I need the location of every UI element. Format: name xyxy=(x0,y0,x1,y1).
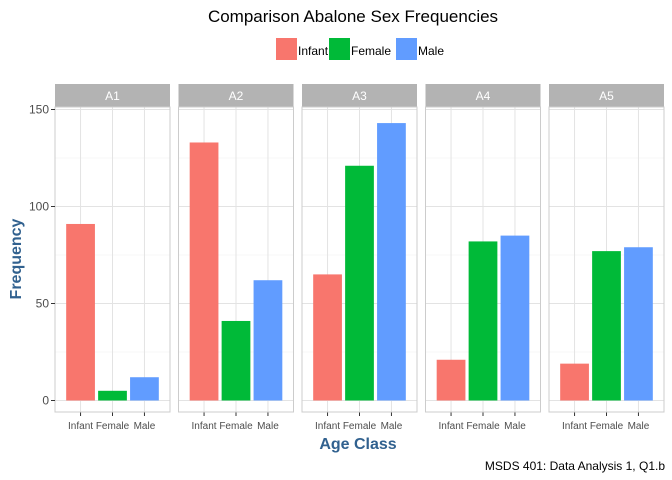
x-tick-label: Female xyxy=(466,421,500,432)
facet-strip-label: A5 xyxy=(599,89,614,103)
x-tick-label: Female xyxy=(219,421,253,432)
x-tick-label: Male xyxy=(134,421,156,432)
facet-strip-label: A2 xyxy=(229,89,244,103)
bar-a4-infant xyxy=(437,360,466,401)
bar-a4-female xyxy=(469,241,498,400)
bar-a5-female xyxy=(592,251,621,400)
bar-a5-infant xyxy=(560,364,589,401)
bar-a3-infant xyxy=(313,274,342,400)
facet-strip-label: A3 xyxy=(352,89,367,103)
y-tick-label: 150 xyxy=(29,103,49,117)
legend-item-male: Male xyxy=(396,38,444,60)
bar-a1-male xyxy=(130,377,159,400)
x-tick-label: Female xyxy=(590,421,624,432)
y-tick-label: 50 xyxy=(36,297,50,311)
legend-label: Male xyxy=(418,44,444,58)
facet-panel-a4: A4 Infant Female Male xyxy=(426,84,541,432)
bar-a1-female xyxy=(98,391,127,401)
x-tick-label: Infant xyxy=(439,421,464,432)
legend-swatch xyxy=(276,38,297,60)
bar-a2-female xyxy=(222,321,251,401)
y-tick-label: 0 xyxy=(42,394,49,408)
x-tick-label: Male xyxy=(504,421,526,432)
legend-label: Female xyxy=(351,44,391,58)
x-tick-label: Infant xyxy=(192,421,217,432)
x-tick-label: Male xyxy=(257,421,279,432)
facet-panel-a5: A5 Infant Female Male xyxy=(549,84,664,432)
legend-swatch xyxy=(396,38,417,60)
x-tick-label: Male xyxy=(628,421,650,432)
facet-strip-label: A1 xyxy=(105,89,120,103)
bar-a3-male xyxy=(377,123,406,400)
bar-a1-infant xyxy=(66,224,95,401)
bar-a2-infant xyxy=(190,142,219,400)
y-axis-title: Frequency xyxy=(8,218,25,299)
x-axis-title: Age Class xyxy=(319,436,396,453)
facet-panel-a3: A3 Infant Female Male xyxy=(302,84,417,432)
legend-item-female: Female xyxy=(329,38,391,60)
x-tick-label: Male xyxy=(381,421,403,432)
x-tick-label: Infant xyxy=(315,421,340,432)
y-tick-label: 100 xyxy=(29,200,49,214)
bar-a3-female xyxy=(345,166,374,401)
legend: Infant Female Male xyxy=(276,38,444,60)
chart-caption: MSDS 401: Data Analysis 1, Q1.b xyxy=(485,459,665,473)
x-tick-label: Infant xyxy=(68,421,93,432)
bar-a5-male xyxy=(624,247,653,400)
legend-item-infant: Infant xyxy=(276,38,329,60)
legend-swatch xyxy=(329,38,350,60)
facet-panel-a2: A2 Infant Female Male xyxy=(179,84,294,432)
legend-label: Infant xyxy=(298,44,329,58)
x-tick-label: Infant xyxy=(562,421,587,432)
y-axis: 0 50 100 150 xyxy=(29,103,55,408)
bar-a4-male xyxy=(501,236,530,401)
x-tick-label: Female xyxy=(96,421,130,432)
chart-title: Comparison Abalone Sex Frequencies xyxy=(208,7,498,26)
facet-panel-a1: A1 Infant Female Male xyxy=(55,84,170,432)
bar-a2-male xyxy=(254,280,283,400)
facet-strip-label: A4 xyxy=(476,89,491,103)
x-tick-label: Female xyxy=(343,421,377,432)
